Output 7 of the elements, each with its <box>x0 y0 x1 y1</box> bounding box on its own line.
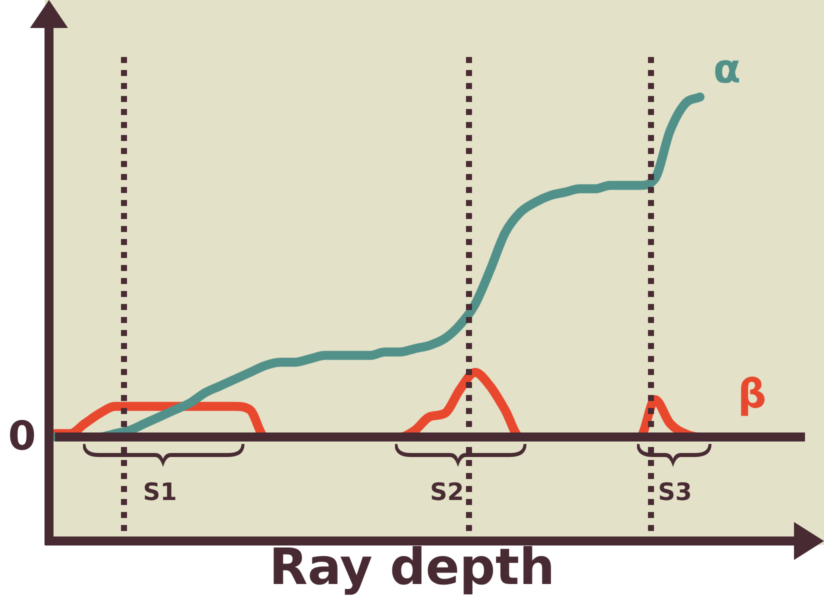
x-axis-title: Ray depth <box>268 538 556 596</box>
series-label: α <box>713 46 741 92</box>
text: 0 <box>8 413 36 460</box>
text: S2 <box>430 478 464 506</box>
series-label: β <box>738 371 766 418</box>
text: S3 <box>658 478 692 506</box>
text: S1 <box>143 478 177 506</box>
